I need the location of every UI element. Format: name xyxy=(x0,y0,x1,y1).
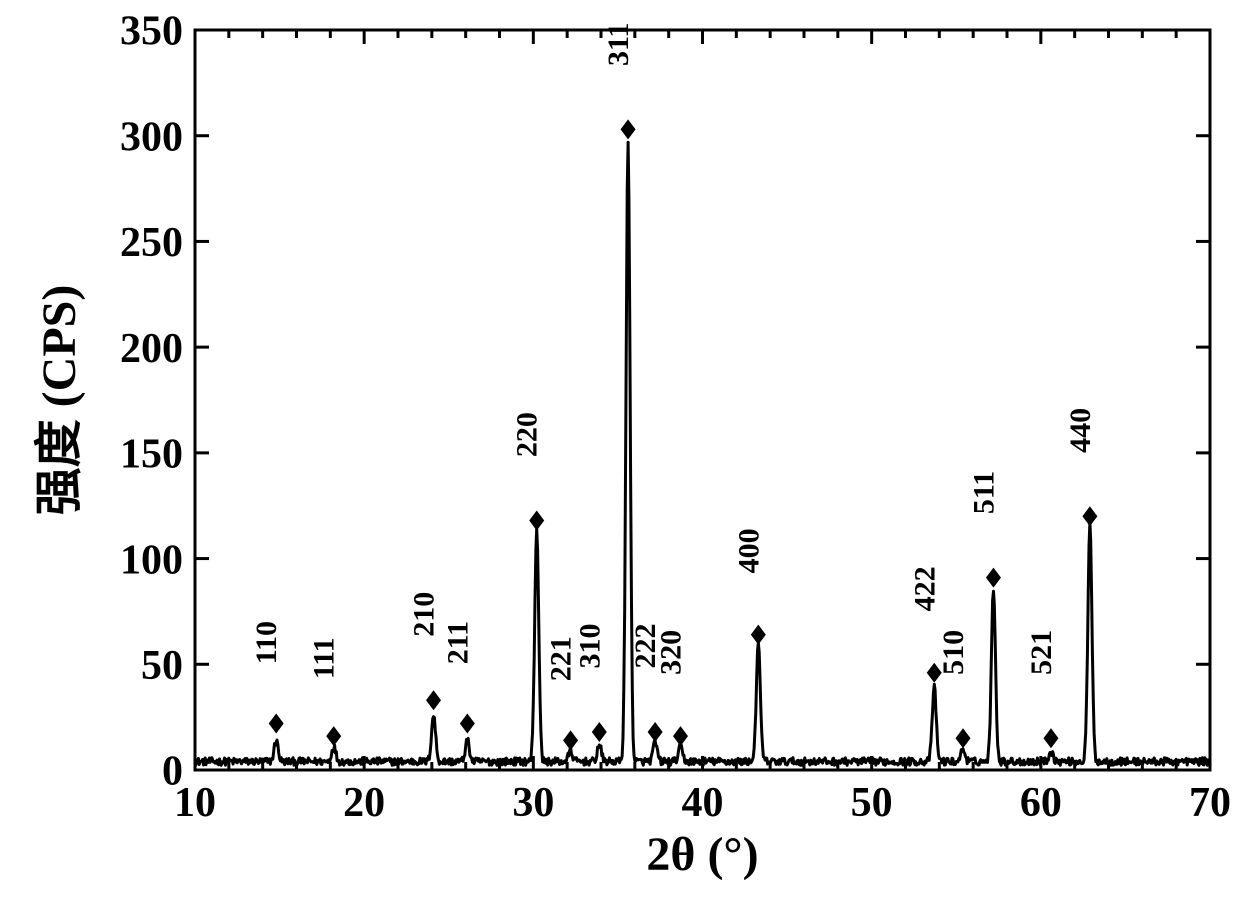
peak-marker-diamond-icon xyxy=(751,625,766,645)
x-tick-label: 30 xyxy=(512,780,554,826)
y-tick-label: 200 xyxy=(120,326,183,372)
peak-marker-diamond-icon xyxy=(563,730,578,750)
x-tick-label: 70 xyxy=(1189,780,1231,826)
xrd-chart: 102030405060700501001502002503003502θ (°… xyxy=(0,0,1240,917)
peak-marker-diamond-icon xyxy=(986,568,1001,588)
y-tick-label: 350 xyxy=(120,9,183,55)
y-tick-label: 150 xyxy=(120,432,183,478)
peak-label: 400 xyxy=(732,528,765,573)
peak-marker-diamond-icon xyxy=(956,728,971,748)
peak-label: 510 xyxy=(937,630,970,675)
peak-label: 110 xyxy=(250,621,283,664)
y-tick-label: 250 xyxy=(120,220,183,266)
y-tick-label: 300 xyxy=(120,114,183,160)
peak-label: 422 xyxy=(908,566,941,611)
peak-marker-diamond-icon xyxy=(326,726,341,746)
peak-label: 311 xyxy=(602,23,635,66)
peak-label: 310 xyxy=(573,624,606,669)
y-axis-label: 强度 (CPS) xyxy=(33,285,86,516)
x-tick-label: 50 xyxy=(851,780,893,826)
peak-marker-diamond-icon xyxy=(592,722,607,742)
peak-label: 511 xyxy=(967,471,1000,514)
x-tick-label: 60 xyxy=(1020,780,1062,826)
peak-marker-diamond-icon xyxy=(621,119,636,139)
y-tick-label: 0 xyxy=(162,749,183,795)
x-tick-label: 40 xyxy=(682,780,724,826)
peak-marker-diamond-icon xyxy=(648,722,663,742)
peak-marker-diamond-icon xyxy=(1043,728,1058,748)
x-tick-label: 20 xyxy=(343,780,385,826)
y-tick-label: 100 xyxy=(120,537,183,583)
peak-label: 220 xyxy=(511,412,544,457)
peak-marker-diamond-icon xyxy=(269,713,284,733)
peak-marker-diamond-icon xyxy=(529,511,544,531)
peak-marker-diamond-icon xyxy=(460,713,475,733)
peak-label: 521 xyxy=(1025,630,1058,675)
peak-marker-diamond-icon xyxy=(673,726,688,746)
chart-svg: 102030405060700501001502002503003502θ (°… xyxy=(0,0,1240,917)
peak-label: 210 xyxy=(408,592,441,637)
peak-marker-diamond-icon xyxy=(426,690,441,710)
peak-label: 111 xyxy=(308,637,341,679)
peak-label: 211 xyxy=(441,621,474,664)
y-tick-label: 50 xyxy=(141,643,183,689)
peak-label: 320 xyxy=(655,630,688,675)
peak-label: 440 xyxy=(1064,408,1097,453)
x-axis-label: 2θ (°) xyxy=(646,828,758,881)
peak-marker-diamond-icon xyxy=(1082,506,1097,526)
